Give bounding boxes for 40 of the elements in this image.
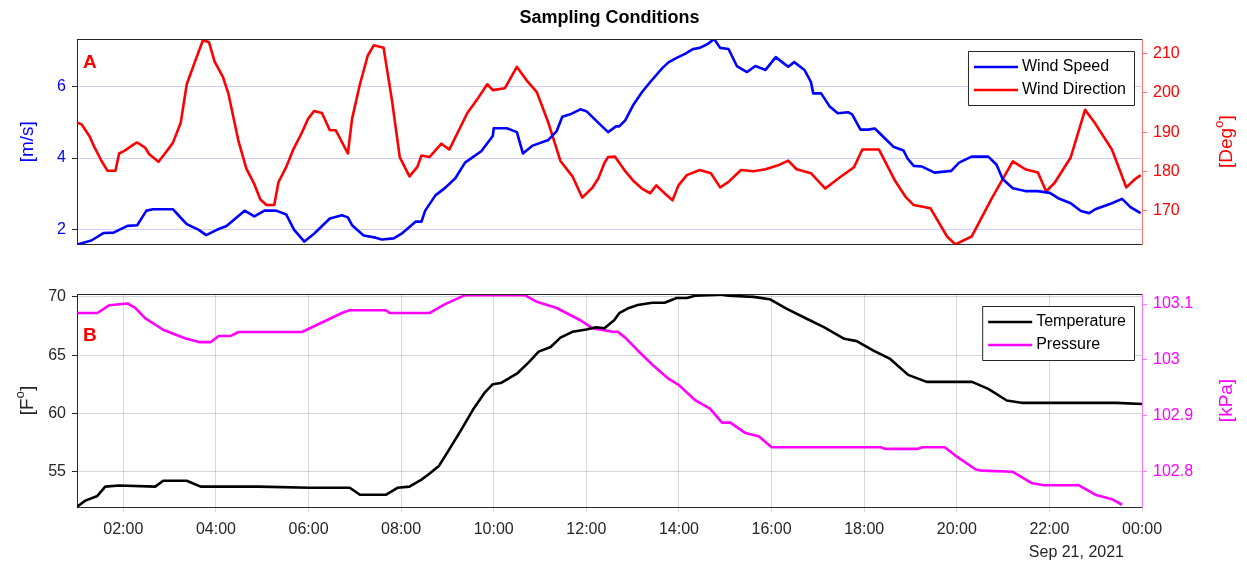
x-tick-label: 08:00 [381,520,422,538]
y2-tick-label: 180 [1153,162,1180,180]
x-tick-label: 00:00 [1121,520,1163,538]
text: Sep 21, 2021 [1028,543,1125,561]
x-tick-label: 22:00 [1029,520,1070,538]
legend-label: Wind Speed [1021,57,1110,75]
y2-tick-label: 190 [1153,122,1180,140]
y2-tick-label: 200 [1153,83,1180,101]
y2-tick-label: 102.8 [1153,462,1194,480]
y2-axis-title: [kPa] [1215,378,1237,423]
annotation: B [83,324,97,346]
y-tick-label: 65 [48,345,67,363]
y2-axis-title: [Dego] [1211,115,1237,169]
legend-label: Wind Direction [1021,80,1126,98]
legend-label: Temperature [1036,312,1127,330]
annotation: A [83,51,97,73]
y-tick-label: 55 [48,461,67,479]
x-tick-label: 18:00 [844,520,885,538]
y-tick-label: 6 [57,77,67,95]
chart-title: Sampling Conditions [519,6,700,27]
x-tick-label: 06:00 [288,520,329,538]
legend-label: Pressure [1036,335,1101,353]
y2-tick-label: 102.9 [1153,406,1194,424]
y-tick-label: 2 [57,219,67,237]
x-tick-label: 10:00 [473,520,514,538]
y-axis-title: [Fo] [12,385,38,416]
x-tick-label: 14:00 [658,520,700,538]
x-tick-label: 16:00 [751,520,792,538]
x-tick-label: 12:00 [566,520,607,538]
y-axis-title: [m/s] [16,121,38,163]
x-tick-label: 02:00 [103,520,144,538]
y2-tick-label: 103 [1153,350,1180,368]
y-tick-label: 60 [48,403,67,421]
x-tick-label: 04:00 [195,520,237,538]
y-tick-label: 70 [48,287,67,305]
x-tick-label: 20:00 [936,520,977,538]
y2-tick-label: 103.1 [1153,294,1194,312]
y-tick-label: 4 [57,148,67,166]
y2-tick-label: 210 [1153,43,1180,61]
y2-tick-label: 170 [1153,201,1180,219]
